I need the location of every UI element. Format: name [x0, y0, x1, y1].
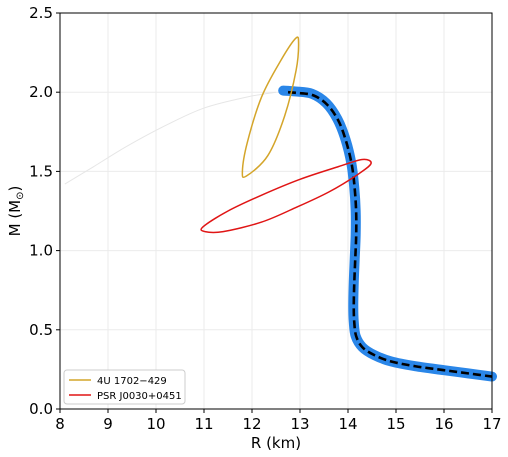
legend-label-4u-1702-429: 4U 1702−429 [97, 376, 167, 387]
y-tick-label-0: 0.0 [29, 400, 53, 418]
x-tick-label-8: 16 [434, 415, 453, 433]
x-tick-label-3: 11 [194, 415, 213, 433]
x-tick-label-1: 9 [103, 415, 113, 433]
y-tick-label-2: 1.0 [29, 242, 53, 260]
x-tick-label-4: 12 [242, 415, 261, 433]
x-tick-label-7: 15 [386, 415, 405, 433]
y-axis-label-close: ) [6, 186, 24, 192]
x-tick-label-0: 8 [55, 415, 65, 433]
solar-symbol: ⊙ [15, 191, 26, 199]
x-tick-label-6: 14 [338, 415, 357, 433]
x-tick-label-2: 10 [146, 415, 165, 433]
contour-4u-1702-429 [241, 36, 300, 179]
y-tick-label-4: 2.0 [29, 83, 53, 101]
x-axis-label: R (km) [251, 434, 301, 452]
y-axis-label-text: M (M [6, 200, 24, 237]
y-tick-label-1: 0.5 [29, 321, 53, 339]
series-layer [64, 36, 497, 382]
x-tick-label-5: 13 [290, 415, 309, 433]
contour-psr-j0030-0451 [200, 158, 372, 234]
y-tick-label-5: 2.5 [29, 4, 53, 22]
legend: 4U 1702−429 PSR J0030+0451 [63, 369, 186, 405]
mass-radius-curve [287, 90, 493, 378]
legend-box [63, 369, 186, 405]
legend-label-psr-j0030-0451: PSR J0030+0451 [97, 391, 182, 402]
plot-frame [59, 12, 493, 410]
axis-ticks: 8 9 10 11 12 13 14 15 16 17 0.0 0.5 1.0 1.5 2.0 2.5 [29, 4, 501, 433]
y-tick-label-3: 1.5 [29, 162, 53, 180]
faint-curve [64, 91, 277, 185]
y-axis-label: M (M⊙) [6, 186, 26, 237]
x-tick-label-9: 17 [482, 415, 501, 433]
